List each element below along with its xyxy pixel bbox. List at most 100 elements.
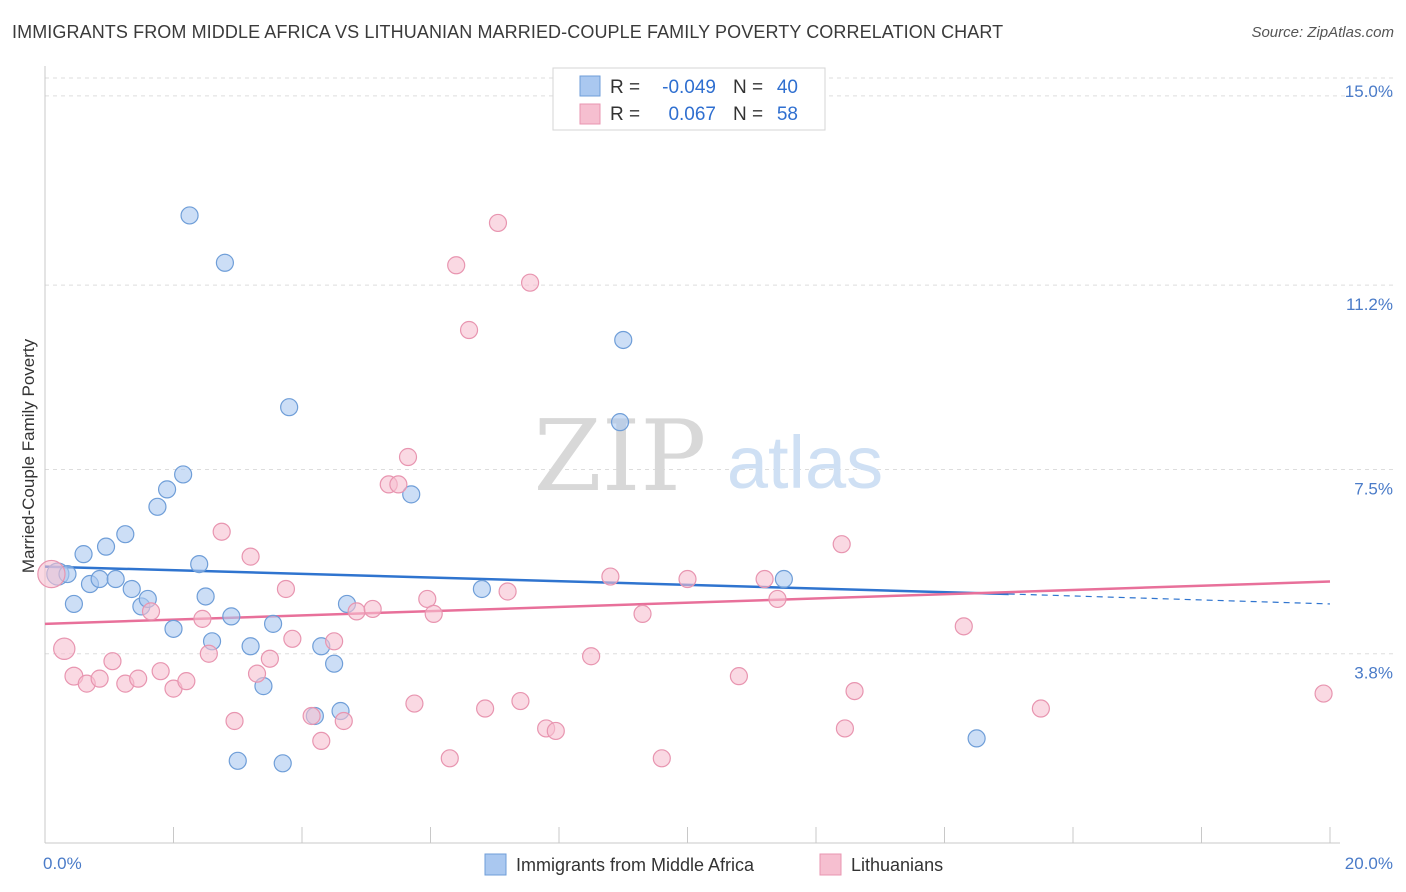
- point-middle-africa: [402, 485, 421, 504]
- point-lithuanians: [405, 694, 424, 713]
- point-middle-africa: [967, 729, 986, 748]
- point-middle-africa: [228, 751, 247, 770]
- point-middle-africa: [273, 754, 292, 773]
- point-lithuanians: [1314, 684, 1333, 703]
- x-tick-labels: 0.0% 20.0%: [43, 854, 1393, 873]
- point-middle-africa: [116, 525, 135, 544]
- point-lithuanians: [363, 599, 382, 619]
- legend-n-value-2: 58: [777, 104, 798, 125]
- point-lithuanians: [424, 604, 443, 623]
- legend-n-label-1: N =: [733, 77, 763, 98]
- bottom-legend-swatch-pink: [819, 853, 842, 876]
- point-lithuanians: [241, 547, 260, 566]
- legend: R = -0.049 N = 40 R = 0.067 N = 58: [552, 67, 826, 131]
- y-tick-label: 3.8%: [1354, 664, 1393, 683]
- point-middle-africa: [122, 579, 141, 599]
- point-lithuanians: [511, 691, 530, 711]
- point-lithuanians: [260, 649, 279, 668]
- point-middle-africa: [190, 554, 209, 574]
- y-axis-label: Married-Couple Family Poverty: [19, 338, 38, 573]
- point-lithuanians: [103, 652, 122, 671]
- point-lithuanians: [633, 604, 652, 623]
- point-middle-africa: [263, 614, 283, 633]
- point-lithuanians: [476, 699, 495, 718]
- point-middle-africa: [174, 465, 193, 484]
- point-lithuanians: [398, 447, 418, 467]
- legend-n-value-1: 40: [777, 77, 798, 98]
- point-lithuanians: [832, 535, 851, 554]
- point-middle-africa: [64, 594, 84, 614]
- point-lithuanians: [325, 632, 344, 651]
- point-lithuanians: [193, 609, 212, 628]
- point-middle-africa: [148, 497, 167, 516]
- point-lithuanians: [652, 749, 671, 768]
- trend-line-middle-africa-extension: [1008, 593, 1331, 605]
- point-middle-africa: [96, 537, 116, 556]
- x-tick-label: 20.0%: [1345, 854, 1393, 873]
- point-lithuanians: [302, 706, 321, 726]
- bottom-legend-swatch-blue: [484, 853, 507, 876]
- point-lithuanians: [199, 644, 218, 663]
- point-lithuanians: [729, 667, 749, 686]
- point-lithuanians: [283, 629, 302, 648]
- point-middle-africa: [90, 569, 109, 589]
- point-middle-africa: [106, 569, 125, 589]
- point-middle-africa: [774, 569, 793, 589]
- point-lithuanians: [755, 569, 774, 589]
- point-lithuanians: [37, 559, 66, 589]
- point-lithuanians: [601, 567, 620, 586]
- legend-swatch-pink: [579, 103, 601, 125]
- point-lithuanians: [520, 273, 540, 292]
- chart-title: IMMIGRANTS FROM MIDDLE AFRICA VS LITHUAN…: [12, 22, 1004, 42]
- source-label: Source: ZipAtlas.com: [1251, 24, 1394, 41]
- point-middle-africa: [610, 413, 630, 432]
- grid-lines: [45, 77, 1395, 655]
- trend-line-lithuanians: [44, 580, 1331, 626]
- axes: [44, 66, 1340, 844]
- x-tick-label: 0.0%: [43, 854, 82, 873]
- y-tick-label: 15.0%: [1345, 82, 1393, 101]
- point-lithuanians: [389, 475, 408, 494]
- legend-swatch-blue: [579, 75, 601, 97]
- point-lithuanians: [459, 320, 479, 340]
- point-middle-africa: [241, 637, 260, 656]
- legend-n-label-2: N =: [733, 104, 763, 125]
- point-lithuanians: [151, 662, 170, 681]
- point-middle-africa: [157, 480, 177, 499]
- legend-r-value-1: -0.049: [662, 77, 716, 98]
- watermark: ZIP atlas: [534, 400, 884, 514]
- point-lithuanians: [488, 213, 508, 233]
- y-tick-label: 11.2%: [1346, 295, 1393, 314]
- point-middle-africa: [164, 619, 183, 638]
- point-lithuanians: [334, 711, 353, 731]
- point-lithuanians: [90, 669, 109, 688]
- point-lithuanians: [447, 256, 466, 275]
- point-lithuanians: [498, 582, 517, 601]
- point-lithuanians: [225, 711, 244, 731]
- point-lithuanians: [1031, 699, 1050, 718]
- point-middle-africa: [325, 654, 344, 673]
- point-lithuanians: [247, 664, 267, 683]
- point-lithuanians: [53, 637, 76, 660]
- point-lithuanians: [212, 522, 231, 541]
- y-tick-labels: 3.8% 7.5% 11.2% 15.0%: [1345, 82, 1393, 683]
- bottom-legend: Immigrants from Middle Africa Lithuanian…: [484, 853, 943, 876]
- bottom-legend-label-2: Lithuanians: [851, 855, 943, 875]
- point-lithuanians: [954, 617, 973, 636]
- point-lithuanians: [835, 719, 855, 738]
- point-lithuanians: [141, 602, 161, 621]
- point-middle-africa: [74, 545, 93, 564]
- data-points: [37, 206, 1333, 773]
- point-lithuanians: [129, 669, 148, 688]
- point-middle-africa: [215, 253, 234, 272]
- point-middle-africa: [180, 206, 199, 225]
- legend-r-value-2: 0.067: [668, 104, 716, 125]
- point-lithuanians: [177, 672, 196, 691]
- point-lithuanians: [768, 589, 787, 609]
- point-middle-africa: [280, 398, 299, 417]
- trend-lines: [44, 565, 1331, 626]
- point-middle-africa: [222, 607, 241, 626]
- bottom-legend-label-1: Immigrants from Middle Africa: [516, 855, 755, 875]
- point-lithuanians: [582, 647, 601, 666]
